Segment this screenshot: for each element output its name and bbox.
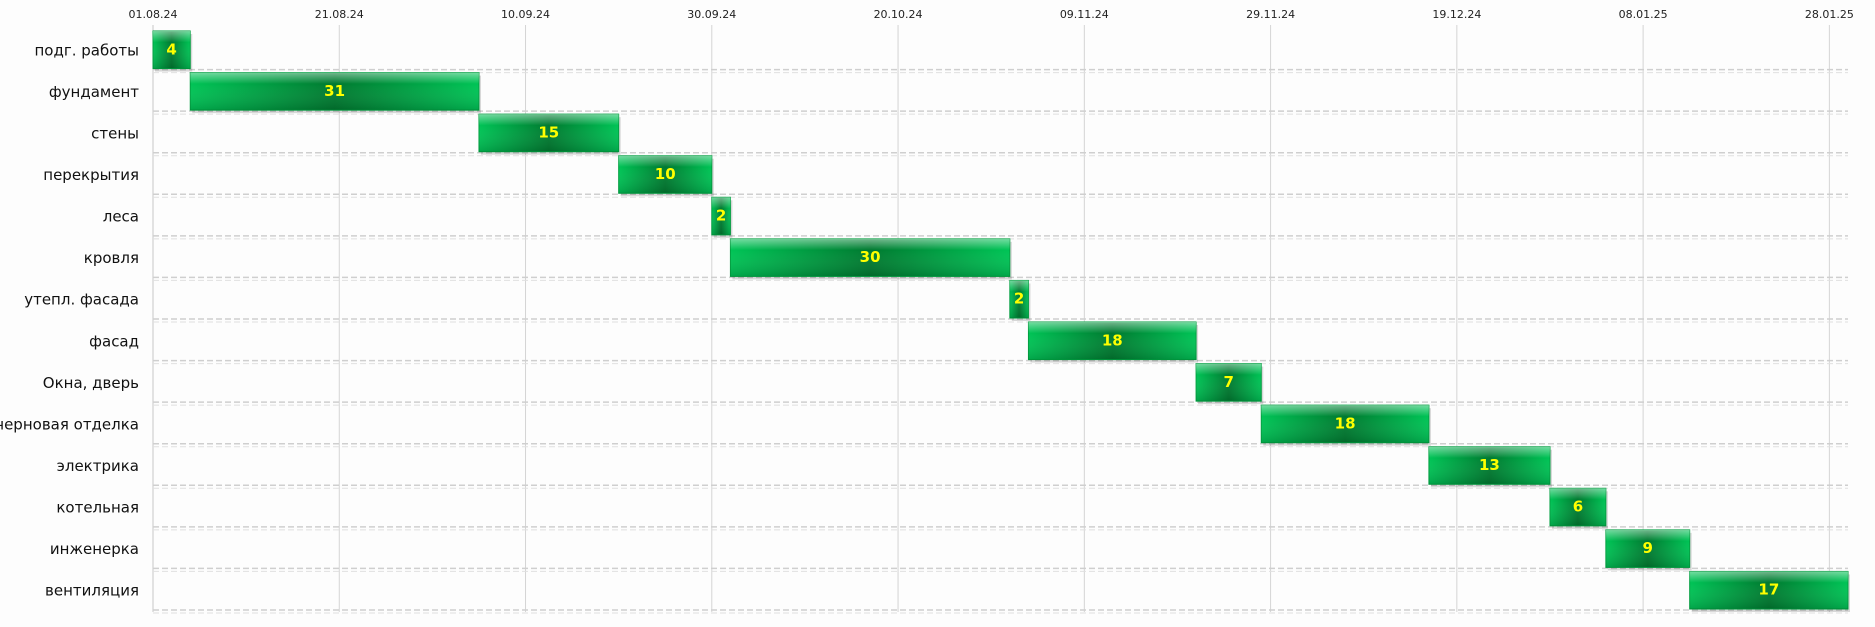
x-tick-label: 19.12.24 xyxy=(1432,8,1481,21)
data-label: 7 xyxy=(1223,373,1233,391)
data-label: 9 xyxy=(1643,539,1653,557)
data-label: 2 xyxy=(1014,290,1024,308)
category-label: вентиляция xyxy=(45,582,139,600)
x-tick-label: 20.10.24 xyxy=(874,8,923,21)
x-tick-label: 30.09.24 xyxy=(687,8,736,21)
x-tick-label: 09.11.24 xyxy=(1060,8,1109,21)
category-label: Окна, дверь xyxy=(43,374,139,392)
data-label: 2 xyxy=(716,207,726,225)
data-label: 10 xyxy=(655,165,676,183)
data-label: 4 xyxy=(166,40,176,58)
bar-shine xyxy=(1549,488,1606,526)
data-label: 18 xyxy=(1102,331,1123,349)
bar-shine xyxy=(1009,280,1029,318)
data-label: 17 xyxy=(1758,581,1779,599)
category-label: котельная xyxy=(56,499,139,517)
x-tick-label: 08.01.25 xyxy=(1619,8,1668,21)
bar-shine xyxy=(1428,446,1550,485)
category-label: подг. работы xyxy=(35,41,140,59)
category-label: инженерка xyxy=(50,540,139,558)
bar-shine xyxy=(153,31,191,69)
x-tick-label: 21.08.24 xyxy=(315,8,364,21)
category-label: фасад xyxy=(89,332,139,350)
data-label: 18 xyxy=(1335,414,1356,432)
bar-shine xyxy=(1028,322,1197,360)
data-label: 15 xyxy=(538,123,559,141)
category-label: леса xyxy=(103,208,139,226)
category-label: фундамент xyxy=(49,83,139,101)
x-tick-label: 10.09.24 xyxy=(501,8,550,21)
bar-shine xyxy=(1261,405,1429,443)
bar-shine xyxy=(711,197,731,235)
data-label: 30 xyxy=(860,248,881,266)
category-label: кровля xyxy=(84,249,139,267)
category-label: стены xyxy=(91,124,139,142)
bar-shine xyxy=(478,114,619,152)
data-label: 13 xyxy=(1479,456,1500,474)
x-tick-label: 29.11.24 xyxy=(1246,8,1295,21)
bar-shine xyxy=(1605,529,1690,568)
bar-shine xyxy=(618,155,712,194)
bar-shine xyxy=(1196,363,1262,402)
data-label: 6 xyxy=(1573,498,1583,516)
category-label: перекрытия xyxy=(43,166,139,184)
category-label: утепл. фасада xyxy=(24,291,139,309)
bar-shine xyxy=(190,72,479,111)
x-tick-label: 01.08.24 xyxy=(129,8,178,21)
category-label: электрика xyxy=(57,457,139,475)
x-tick-label: 28.01.25 xyxy=(1805,8,1854,21)
category-label: черновая отделка xyxy=(0,415,139,433)
bar-shine xyxy=(1689,571,1848,609)
bar-shine xyxy=(730,238,1010,277)
data-label: 31 xyxy=(324,82,345,100)
